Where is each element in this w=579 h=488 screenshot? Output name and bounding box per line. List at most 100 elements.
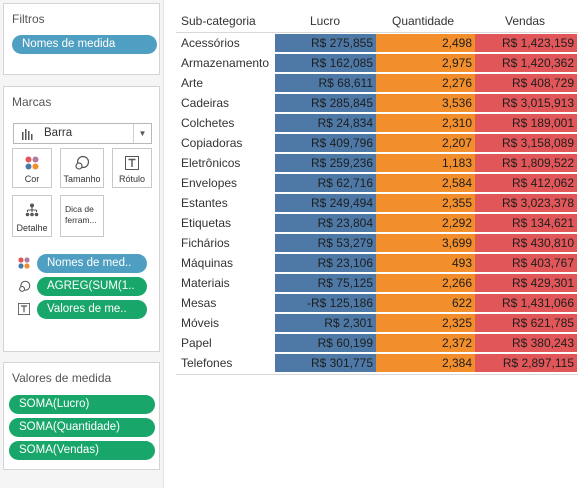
quantidade-cell[interactable]: 2,384 bbox=[376, 354, 475, 372]
vendas-cell[interactable]: R$ 134,621 bbox=[475, 214, 577, 232]
header-lucro[interactable]: Lucro bbox=[310, 14, 341, 28]
row-category: Papel bbox=[181, 336, 212, 350]
quantidade-cell[interactable]: 2,266 bbox=[376, 274, 475, 292]
table-row[interactable]: Acessórios R$ 275,855 2,498 R$ 1,423,159 bbox=[176, 33, 578, 53]
lucro-cell[interactable]: R$ 259,236 bbox=[275, 154, 376, 172]
table-row[interactable]: Copiadoras R$ 409,796 2,207 R$ 3,158,089 bbox=[176, 133, 578, 153]
quantidade-cell[interactable]: 1,183 bbox=[376, 154, 475, 172]
vendas-cell[interactable]: R$ 429,301 bbox=[475, 274, 577, 292]
lucro-cell[interactable]: R$ 62,716 bbox=[275, 174, 376, 192]
vendas-cell[interactable]: R$ 1,431,066 bbox=[475, 294, 577, 312]
label-button[interactable]: Rótulo bbox=[112, 148, 152, 188]
vendas-cell[interactable]: R$ 408,729 bbox=[475, 74, 577, 92]
row-category: Eletrônicos bbox=[181, 156, 241, 170]
mark-type-dropdown[interactable]: Barra ▼ bbox=[13, 123, 152, 144]
table-row[interactable]: Materiais R$ 75,125 2,266 R$ 429,301 bbox=[176, 273, 578, 293]
size-button-label: Tamanho bbox=[63, 174, 101, 184]
header-quantidade[interactable]: Quantidade bbox=[392, 14, 455, 28]
vendas-cell[interactable]: R$ 412,062 bbox=[475, 174, 577, 192]
shelf-pill-measure-values[interactable]: Valores de me.. bbox=[37, 300, 147, 319]
quantidade-cell[interactable]: 493 bbox=[376, 254, 475, 272]
table-row[interactable]: Mesas -R$ 125,186 622 R$ 1,431,066 bbox=[176, 293, 578, 313]
tooltip-button[interactable]: Dica de ferram... bbox=[60, 195, 104, 237]
row-category: Cadeiras bbox=[181, 96, 230, 110]
vendas-cell[interactable]: R$ 3,015,913 bbox=[475, 94, 577, 112]
left-panel: Filtros Nomes de medida Marcas Barra ▼ bbox=[0, 0, 164, 488]
lucro-cell[interactable]: R$ 301,775 bbox=[275, 354, 376, 372]
lucro-cell[interactable]: R$ 24,834 bbox=[275, 114, 376, 132]
table-row[interactable]: Estantes R$ 249,494 2,355 R$ 3,023,378 bbox=[176, 193, 578, 213]
table-row[interactable]: Arte R$ 68,611 2,276 R$ 408,729 bbox=[176, 73, 578, 93]
table-bottom-divider bbox=[176, 374, 578, 375]
measure-values-title: Valores de medida bbox=[12, 371, 112, 385]
table-row[interactable]: Fichários R$ 53,279 3,699 R$ 430,810 bbox=[176, 233, 578, 253]
row-category: Fichários bbox=[181, 236, 230, 250]
lucro-cell[interactable]: R$ 53,279 bbox=[275, 234, 376, 252]
filter-pill-measure-names[interactable]: Nomes de medida bbox=[12, 35, 157, 54]
lucro-cell[interactable]: R$ 285,845 bbox=[275, 94, 376, 112]
color-button[interactable]: Cor bbox=[12, 148, 52, 188]
quantidade-cell[interactable]: 2,310 bbox=[376, 114, 475, 132]
quantidade-cell[interactable]: 622 bbox=[376, 294, 475, 312]
header-sub-categoria[interactable]: Sub-categoria bbox=[181, 14, 256, 28]
table-row[interactable]: Móveis R$ 2,301 2,325 R$ 621,785 bbox=[176, 313, 578, 333]
lucro-cell[interactable]: R$ 275,855 bbox=[275, 34, 376, 52]
lucro-cell[interactable]: R$ 23,804 bbox=[275, 214, 376, 232]
shelf-pill-agg-sum[interactable]: AGREG(SUM(1.. bbox=[37, 277, 147, 296]
quantidade-cell[interactable]: 2,207 bbox=[376, 134, 475, 152]
lucro-cell[interactable]: R$ 68,611 bbox=[275, 74, 376, 92]
vendas-cell[interactable]: R$ 1,809,522 bbox=[475, 154, 577, 172]
quantidade-cell[interactable]: 3,536 bbox=[376, 94, 475, 112]
lucro-cell[interactable]: R$ 162,085 bbox=[275, 54, 376, 72]
vendas-cell[interactable]: R$ 380,243 bbox=[475, 334, 577, 352]
size-button[interactable]: Tamanho bbox=[60, 148, 104, 188]
quantidade-cell[interactable]: 2,325 bbox=[376, 314, 475, 332]
measure-pill-quantidade[interactable]: SOMA(Quantidade) bbox=[9, 418, 155, 437]
measure-pill-lucro[interactable]: SOMA(Lucro) bbox=[9, 395, 155, 414]
lucro-cell[interactable]: R$ 23,106 bbox=[275, 254, 376, 272]
table-row[interactable]: Etiquetas R$ 23,804 2,292 R$ 134,621 bbox=[176, 213, 578, 233]
lucro-cell[interactable]: R$ 75,125 bbox=[275, 274, 376, 292]
vendas-cell[interactable]: R$ 3,158,089 bbox=[475, 134, 577, 152]
vendas-cell[interactable]: R$ 403,767 bbox=[475, 254, 577, 272]
table-row[interactable]: Eletrônicos R$ 259,236 1,183 R$ 1,809,522 bbox=[176, 153, 578, 173]
lucro-cell[interactable]: R$ 2,301 bbox=[275, 314, 376, 332]
row-category: Copiadoras bbox=[181, 136, 243, 150]
quantidade-cell[interactable]: 3,699 bbox=[376, 234, 475, 252]
quantidade-cell[interactable]: 2,276 bbox=[376, 74, 475, 92]
lucro-cell[interactable]: -R$ 125,186 bbox=[275, 294, 376, 312]
table-row[interactable]: Colchetes R$ 24,834 2,310 R$ 189,001 bbox=[176, 113, 578, 133]
quantidade-cell[interactable]: 2,372 bbox=[376, 334, 475, 352]
filters-title: Filtros bbox=[12, 12, 45, 26]
measure-pill-vendas[interactable]: SOMA(Vendas) bbox=[9, 441, 155, 460]
vendas-cell[interactable]: R$ 1,423,159 bbox=[475, 34, 577, 52]
vendas-cell[interactable]: R$ 1,420,362 bbox=[475, 54, 577, 72]
quantidade-cell[interactable]: 2,355 bbox=[376, 194, 475, 212]
detail-button[interactable]: Detalhe bbox=[12, 195, 52, 237]
tooltip-label-line2: ferram... bbox=[65, 215, 97, 225]
quantidade-cell[interactable]: 2,292 bbox=[376, 214, 475, 232]
header-vendas[interactable]: Vendas bbox=[505, 14, 546, 28]
lucro-cell[interactable]: R$ 60,199 bbox=[275, 334, 376, 352]
quantidade-cell[interactable]: 2,584 bbox=[376, 174, 475, 192]
marks-title: Marcas bbox=[12, 95, 52, 109]
quantidade-cell[interactable]: 2,498 bbox=[376, 34, 475, 52]
vendas-cell[interactable]: R$ 621,785 bbox=[475, 314, 577, 332]
lucro-cell[interactable]: R$ 249,494 bbox=[275, 194, 376, 212]
vendas-cell[interactable]: R$ 3,023,378 bbox=[475, 194, 577, 212]
lucro-cell[interactable]: R$ 409,796 bbox=[275, 134, 376, 152]
measure-values-card: Valores de medida SOMA(Lucro) SOMA(Quant… bbox=[3, 362, 160, 470]
table-row[interactable]: Papel R$ 60,199 2,372 R$ 380,243 bbox=[176, 333, 578, 353]
label-button-label: Rótulo bbox=[118, 174, 145, 184]
table-row[interactable]: Telefones R$ 301,775 2,384 R$ 2,897,115 bbox=[176, 353, 578, 373]
vendas-cell[interactable]: R$ 430,810 bbox=[475, 234, 577, 252]
table-row[interactable]: Máquinas R$ 23,106 493 R$ 403,767 bbox=[176, 253, 578, 273]
chevron-down-icon[interactable]: ▼ bbox=[133, 124, 151, 143]
table-row[interactable]: Cadeiras R$ 285,845 3,536 R$ 3,015,913 bbox=[176, 93, 578, 113]
table-row[interactable]: Armazenamento R$ 162,085 2,975 R$ 1,420,362 bbox=[176, 53, 578, 73]
shelf-pill-measure-names[interactable]: Nomes de med.. bbox=[37, 254, 147, 273]
vendas-cell[interactable]: R$ 2,897,115 bbox=[475, 354, 577, 372]
table-row[interactable]: Envelopes R$ 62,716 2,584 R$ 412,062 bbox=[176, 173, 578, 193]
vendas-cell[interactable]: R$ 189,001 bbox=[475, 114, 577, 132]
quantidade-cell[interactable]: 2,975 bbox=[376, 54, 475, 72]
